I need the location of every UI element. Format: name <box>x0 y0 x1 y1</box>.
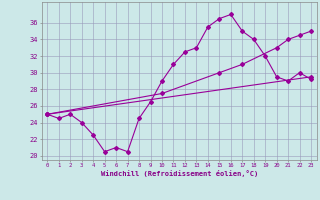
X-axis label: Windchill (Refroidissement éolien,°C): Windchill (Refroidissement éolien,°C) <box>100 170 258 177</box>
